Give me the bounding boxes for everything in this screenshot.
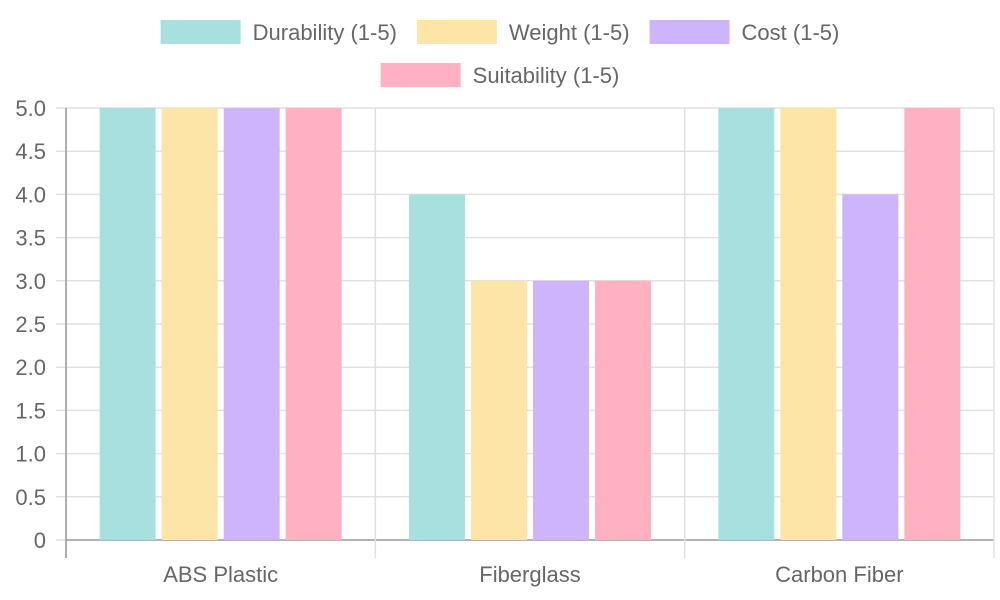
legend-label: Weight (1-5) <box>509 20 630 45</box>
axes: 0 0.5 1.0 1.5 2.0 2.5 3.0 3.5 4.0 4.5 5.0 ABS Plast… <box>15 96 903 587</box>
legend-item[interactable]: Suitability (1-5) <box>380 63 620 88</box>
x-tick-label: ABS Plastic <box>163 562 278 587</box>
bar-suitability-fiberglass[interactable] <box>595 280 651 540</box>
legend-label: Cost (1-5) <box>742 20 840 45</box>
bars <box>99 108 961 540</box>
legend-item[interactable]: Weight (1-5) <box>416 20 630 45</box>
x-tick-label: Carbon Fiber <box>775 562 903 587</box>
legend-label: Durability (1-5) <box>253 20 397 45</box>
bar-durability-carbon-fiber[interactable] <box>718 108 775 540</box>
y-tick-label: 2.0 <box>15 355 46 380</box>
bar-cost-carbon-fiber[interactable] <box>842 194 899 540</box>
y-tick-label: 1.5 <box>15 398 46 423</box>
y-tick-label: 0 <box>34 528 46 553</box>
bar-weight-fiberglass[interactable] <box>471 280 527 540</box>
bar-durability-fiberglass[interactable] <box>409 194 465 540</box>
bar-weight-carbon-fiber[interactable] <box>780 108 837 540</box>
bar-cost-fiberglass[interactable] <box>533 280 589 540</box>
legend-label: Suitability (1-5) <box>473 63 620 88</box>
y-tick-label: 4.5 <box>15 139 46 164</box>
y-tick-label: 3.5 <box>15 226 46 251</box>
legend: Durability (1-5) Weight (1-5) Cost (1-5) Su… <box>160 20 840 88</box>
legend-swatch <box>380 63 461 87</box>
y-tick-label: 4.0 <box>15 182 46 207</box>
legend-swatch <box>416 20 497 44</box>
y-tick-label: 2.5 <box>15 312 46 337</box>
y-tick-label: 3.0 <box>15 269 46 294</box>
bar-weight-abs-plastic[interactable] <box>161 108 218 540</box>
legend-swatch <box>649 20 730 44</box>
legend-swatch <box>160 20 241 44</box>
legend-item[interactable]: Durability (1-5) <box>160 20 397 45</box>
bar-suitability-abs-plastic[interactable] <box>285 108 342 540</box>
y-tick-label: 0.5 <box>15 485 46 510</box>
y-tick-label: 1.0 <box>15 442 46 467</box>
bar-durability-abs-plastic[interactable] <box>99 108 156 540</box>
y-tick-label: 5.0 <box>15 96 46 121</box>
x-tick-label: Fiberglass <box>479 562 580 587</box>
bar-suitability-carbon-fiber[interactable] <box>904 108 961 540</box>
legend-item[interactable]: Cost (1-5) <box>649 20 840 45</box>
bar-cost-abs-plastic[interactable] <box>223 108 280 540</box>
